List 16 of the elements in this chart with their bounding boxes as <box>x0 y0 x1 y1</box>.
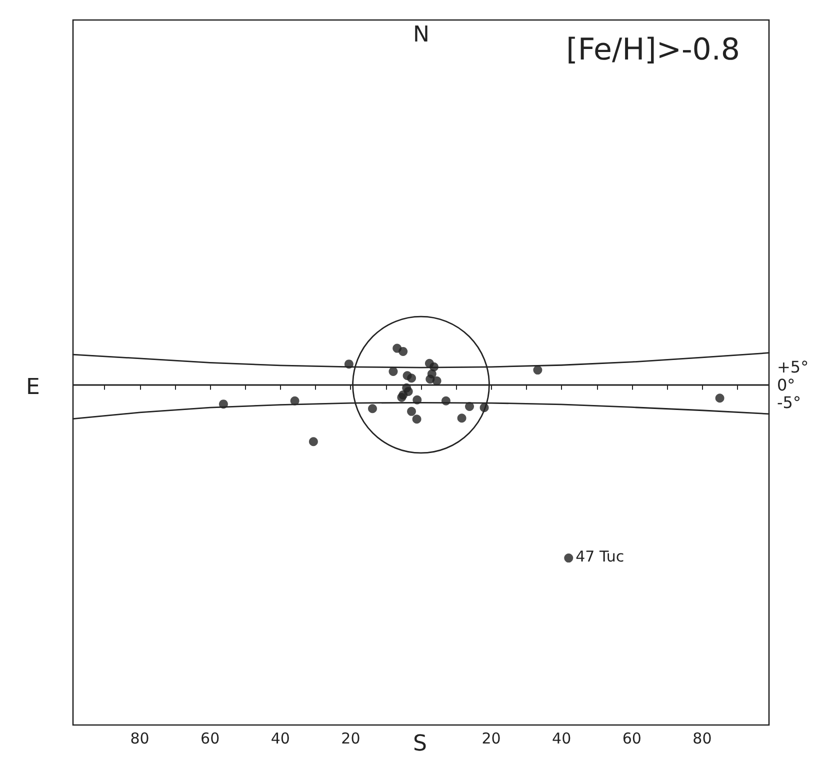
x-tick-label: 60 <box>200 730 220 748</box>
text: E <box>26 375 40 400</box>
annotation: 47 Tuc <box>576 548 624 566</box>
text: [Fe/H]>-0.8 <box>566 32 740 68</box>
x-tick-label: 40 <box>552 730 572 748</box>
x-tick-label: 20 <box>341 730 360 748</box>
text: S <box>413 732 427 756</box>
y-tick-label: +5° <box>777 358 809 377</box>
x-tick-label: 80 <box>692 730 712 748</box>
y-tick-label: 0° <box>777 375 796 394</box>
x-tick-label: 80 <box>130 730 150 748</box>
y-tick-label: -5° <box>777 392 801 412</box>
x-tick-label: 40 <box>270 730 290 748</box>
annotation: N <box>413 22 430 48</box>
x-tick-label: 20 <box>482 730 501 748</box>
x-tick-label: 60 <box>622 730 642 748</box>
